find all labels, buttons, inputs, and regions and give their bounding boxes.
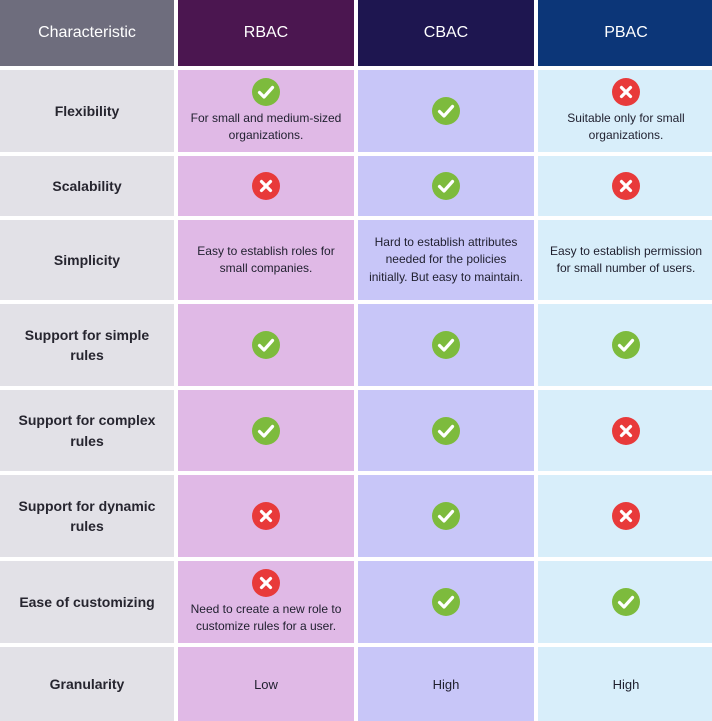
check-icon	[252, 417, 280, 445]
cell-pbac	[538, 561, 712, 643]
cell-note: Suitable only for small organizations.	[546, 110, 706, 144]
cell-pbac	[538, 156, 712, 216]
row-label: Support for dynamic rules	[0, 475, 174, 557]
cell-note: Hard to establish attributes needed for …	[366, 234, 526, 286]
cell-value: High	[613, 677, 640, 692]
cell-rbac	[178, 390, 354, 471]
cross-icon	[612, 502, 640, 530]
cell-cbac: Hard to establish attributes needed for …	[358, 220, 534, 300]
row-label: Ease of customizing	[0, 561, 174, 643]
cell-cbac	[358, 390, 534, 471]
cell-cbac	[358, 70, 534, 152]
header-pbac: PBAC	[538, 0, 712, 66]
cell-cbac	[358, 475, 534, 557]
cell-cbac	[358, 561, 534, 643]
cell-note: Easy to establish permission for small n…	[546, 243, 706, 278]
check-icon	[432, 172, 460, 200]
header-characteristic: Characteristic	[0, 0, 174, 66]
cell-note: Need to create a new role to customize r…	[186, 601, 346, 635]
cell-pbac: Easy to establish permission for small n…	[538, 220, 712, 300]
check-icon	[432, 502, 460, 530]
cross-icon	[252, 569, 280, 597]
cell-rbac: Need to create a new role to customize r…	[178, 561, 354, 643]
check-icon	[252, 331, 280, 359]
check-icon	[432, 331, 460, 359]
cross-icon	[252, 502, 280, 530]
cell-pbac: High	[538, 647, 712, 721]
cross-icon	[612, 417, 640, 445]
cell-rbac	[178, 156, 354, 216]
row-label: Support for complex rules	[0, 390, 174, 471]
cell-pbac: Suitable only for small organizations.	[538, 70, 712, 152]
cross-icon	[252, 172, 280, 200]
cell-pbac	[538, 304, 712, 386]
cross-icon	[612, 172, 640, 200]
cell-rbac: For small and medium-sized organizations…	[178, 70, 354, 152]
cell-rbac: Easy to establish roles for small compan…	[178, 220, 354, 300]
check-icon	[432, 97, 460, 125]
row-label: Scalability	[0, 156, 174, 216]
cell-cbac	[358, 304, 534, 386]
check-icon	[432, 417, 460, 445]
cell-value: Low	[254, 677, 278, 692]
check-icon	[612, 588, 640, 616]
cell-pbac	[538, 475, 712, 557]
cross-icon	[612, 78, 640, 106]
row-label: Simplicity	[0, 220, 174, 300]
cell-rbac	[178, 304, 354, 386]
cell-value: High	[433, 677, 460, 692]
cell-note: Easy to establish roles for small compan…	[186, 243, 346, 278]
row-label: Granularity	[0, 647, 174, 721]
header-cbac: CBAC	[358, 0, 534, 66]
cell-cbac: High	[358, 647, 534, 721]
cell-rbac: Low	[178, 647, 354, 721]
check-icon	[252, 78, 280, 106]
cell-rbac	[178, 475, 354, 557]
cell-note: For small and medium-sized organizations…	[186, 110, 346, 144]
cell-cbac	[358, 156, 534, 216]
cell-pbac	[538, 390, 712, 471]
check-icon	[432, 588, 460, 616]
row-label: Support for simple rules	[0, 304, 174, 386]
header-rbac: RBAC	[178, 0, 354, 66]
check-icon	[612, 331, 640, 359]
row-label: Flexibility	[0, 70, 174, 152]
